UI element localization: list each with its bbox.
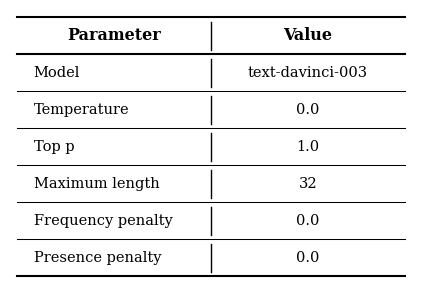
Text: 0.0: 0.0: [296, 251, 320, 265]
Text: text-davinci-003: text-davinci-003: [248, 66, 368, 80]
Text: 32: 32: [299, 177, 317, 191]
Text: Maximum length: Maximum length: [34, 177, 160, 191]
Text: Top p: Top p: [34, 140, 74, 154]
Text: 0.0: 0.0: [296, 103, 320, 117]
Text: 1.0: 1.0: [297, 140, 319, 154]
Text: Frequency penalty: Frequency penalty: [34, 214, 173, 228]
Text: 0.0: 0.0: [296, 214, 320, 228]
Text: Value: Value: [284, 27, 333, 44]
Text: Temperature: Temperature: [34, 103, 130, 117]
Text: Presence penalty: Presence penalty: [34, 251, 161, 265]
Text: Parameter: Parameter: [67, 27, 161, 44]
Text: Model: Model: [34, 66, 80, 80]
